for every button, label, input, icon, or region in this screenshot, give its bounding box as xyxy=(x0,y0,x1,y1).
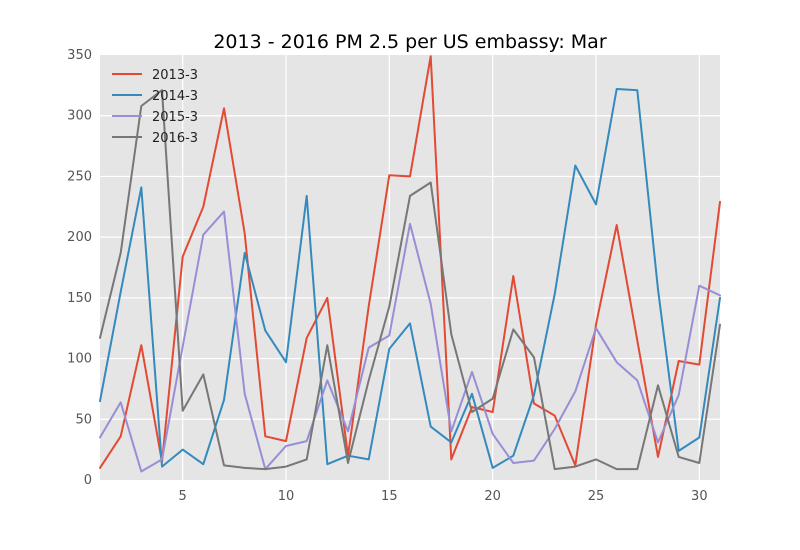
series-line-2015-3 xyxy=(99,210,721,473)
y-axis: 0 50 100 150 200 250 300 350 xyxy=(67,48,92,488)
y-tick-label: 150 xyxy=(67,291,92,306)
y-tick-label: 200 xyxy=(67,230,92,245)
x-tick-label: 25 xyxy=(588,489,605,504)
series-line-2013-3 xyxy=(99,55,721,469)
plot-background xyxy=(100,55,720,480)
x-tick-label: 15 xyxy=(381,489,398,504)
series-group xyxy=(99,55,721,473)
x-tick-label: 5 xyxy=(179,489,187,504)
x-axis: 5 10 15 20 25 30 xyxy=(179,489,708,504)
legend-label: 2013-3 xyxy=(152,68,198,83)
legend-label: 2014-3 xyxy=(152,89,198,104)
x-tick-label: 30 xyxy=(691,489,708,504)
x-tick-label: 20 xyxy=(484,489,501,504)
series-line-2014-3 xyxy=(99,88,721,469)
y-tick-label: 300 xyxy=(67,109,92,124)
legend-label: 2016-3 xyxy=(152,131,198,146)
x-tick-label: 10 xyxy=(278,489,295,504)
series-line-2016-3 xyxy=(99,89,721,471)
y-tick-label: 250 xyxy=(67,169,92,184)
y-tick-label: 100 xyxy=(67,352,92,367)
y-tick-label: 50 xyxy=(75,412,92,427)
legend: 2013-3 2014-3 2015-3 2016-3 xyxy=(112,68,198,146)
y-tick-label: 0 xyxy=(84,473,92,488)
y-tick-label: 350 xyxy=(67,48,92,63)
legend-label: 2015-3 xyxy=(152,110,198,125)
chart-title: 2013 - 2016 PM 2.5 per US embassy: Mar xyxy=(213,31,606,53)
